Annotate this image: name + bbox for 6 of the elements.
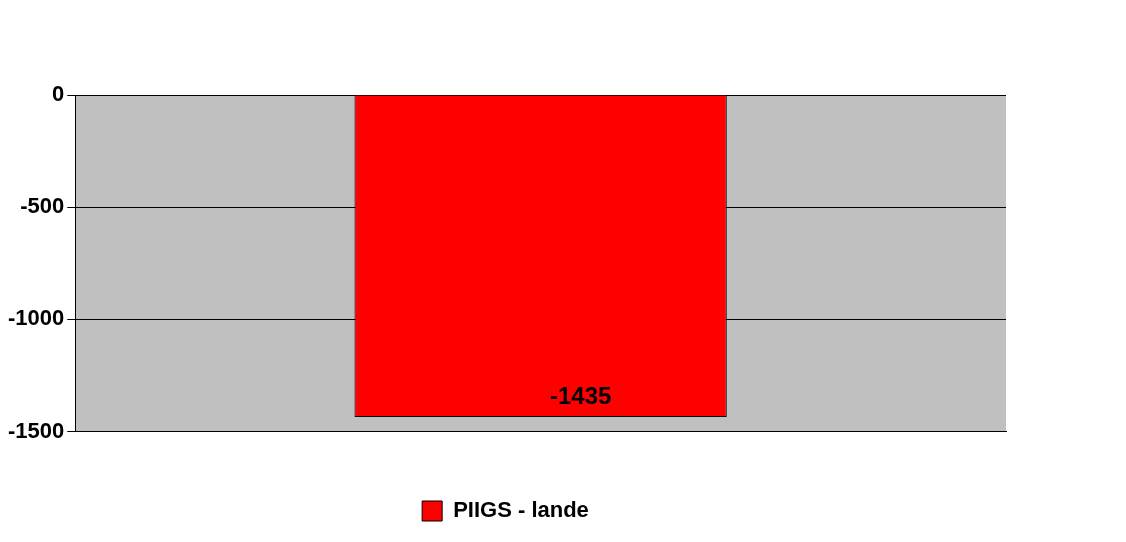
- y-tick-label: -500: [20, 193, 65, 219]
- data-label: -1435: [549, 381, 612, 409]
- legend-label: PIIGS - lande: [453, 497, 589, 523]
- y-tick-label: -1000: [7, 305, 65, 331]
- y-tick-label: 0: [52, 81, 65, 107]
- y-tick-label: -1500: [7, 417, 65, 443]
